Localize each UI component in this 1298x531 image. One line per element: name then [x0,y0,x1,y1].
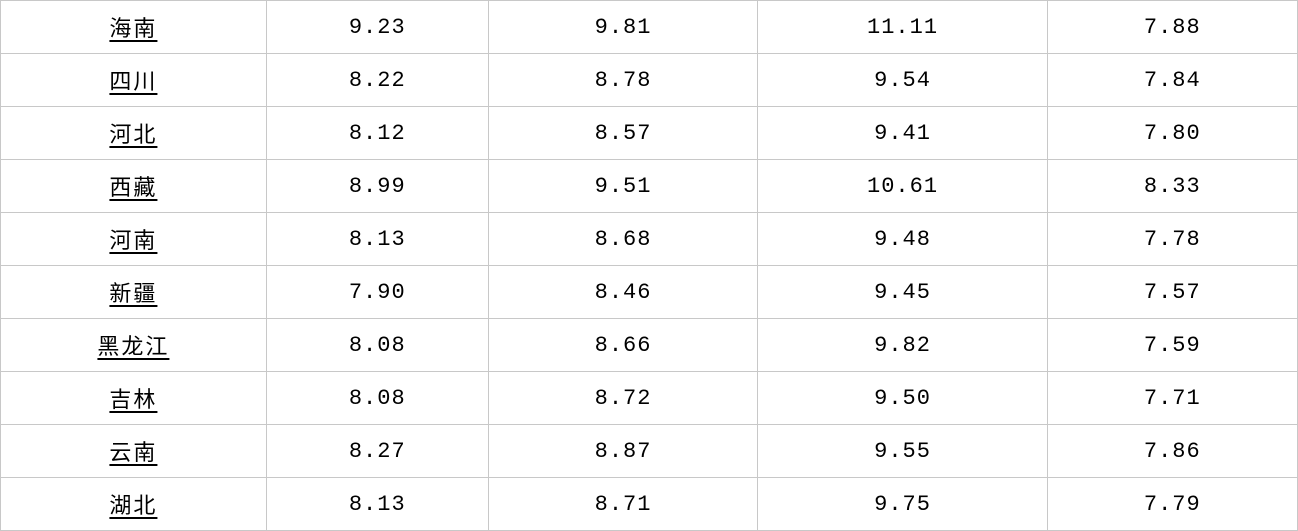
value-cell: 9.82 [758,319,1047,372]
table-row: 海南 9.23 9.81 11.11 7.88 [1,1,1298,54]
table-row: 河北 8.12 8.57 9.41 7.80 [1,107,1298,160]
value-cell: 9.55 [758,425,1047,478]
value-cell: 7.57 [1047,266,1297,319]
province-link[interactable]: 吉林 [109,387,157,412]
table-row: 河南 8.13 8.68 9.48 7.78 [1,213,1298,266]
province-cell[interactable]: 湖北 [1,478,267,531]
province-link[interactable]: 黑龙江 [97,334,169,359]
value-cell: 11.11 [758,1,1047,54]
value-cell: 7.71 [1047,372,1297,425]
value-cell: 9.54 [758,54,1047,107]
value-cell: 8.13 [266,213,488,266]
value-cell: 9.51 [488,160,758,213]
value-cell: 9.50 [758,372,1047,425]
value-cell: 8.99 [266,160,488,213]
table-row: 黑龙江 8.08 8.66 9.82 7.59 [1,319,1298,372]
value-cell: 8.46 [488,266,758,319]
value-cell: 8.71 [488,478,758,531]
table-row: 新疆 7.90 8.46 9.45 7.57 [1,266,1298,319]
table-row: 西藏 8.99 9.51 10.61 8.33 [1,160,1298,213]
value-cell: 7.90 [266,266,488,319]
province-link[interactable]: 新疆 [109,281,157,306]
province-cell[interactable]: 新疆 [1,266,267,319]
value-cell: 7.88 [1047,1,1297,54]
province-cell[interactable]: 云南 [1,425,267,478]
province-cell[interactable]: 四川 [1,54,267,107]
value-cell: 8.12 [266,107,488,160]
value-cell: 8.72 [488,372,758,425]
value-cell: 8.33 [1047,160,1297,213]
value-cell: 8.66 [488,319,758,372]
value-cell: 7.80 [1047,107,1297,160]
province-link[interactable]: 云南 [109,440,157,465]
value-cell: 8.27 [266,425,488,478]
value-cell: 8.87 [488,425,758,478]
value-cell: 7.84 [1047,54,1297,107]
province-cell[interactable]: 西藏 [1,160,267,213]
table-row: 四川 8.22 8.78 9.54 7.84 [1,54,1298,107]
value-cell: 8.08 [266,372,488,425]
province-link[interactable]: 湖北 [109,493,157,518]
value-cell: 9.81 [488,1,758,54]
value-cell: 7.59 [1047,319,1297,372]
value-cell: 9.45 [758,266,1047,319]
value-cell: 9.48 [758,213,1047,266]
value-cell: 8.13 [266,478,488,531]
province-cell[interactable]: 河北 [1,107,267,160]
table-row: 吉林 8.08 8.72 9.50 7.71 [1,372,1298,425]
value-cell: 8.78 [488,54,758,107]
table-row: 云南 8.27 8.87 9.55 7.86 [1,425,1298,478]
province-link[interactable]: 西藏 [109,175,157,200]
value-cell: 7.78 [1047,213,1297,266]
province-cell[interactable]: 黑龙江 [1,319,267,372]
province-link[interactable]: 河南 [109,228,157,253]
province-link[interactable]: 四川 [109,69,157,94]
province-cell[interactable]: 吉林 [1,372,267,425]
province-link[interactable]: 海南 [109,16,157,41]
value-cell: 9.75 [758,478,1047,531]
value-cell: 7.79 [1047,478,1297,531]
value-cell: 10.61 [758,160,1047,213]
province-cell[interactable]: 海南 [1,1,267,54]
value-cell: 8.57 [488,107,758,160]
table-row: 湖北 8.13 8.71 9.75 7.79 [1,478,1298,531]
value-cell: 9.23 [266,1,488,54]
value-cell: 9.41 [758,107,1047,160]
value-cell: 8.22 [266,54,488,107]
province-cell[interactable]: 河南 [1,213,267,266]
province-link[interactable]: 河北 [109,122,157,147]
value-cell: 8.08 [266,319,488,372]
value-cell: 7.86 [1047,425,1297,478]
value-cell: 8.68 [488,213,758,266]
data-table: 海南 9.23 9.81 11.11 7.88 四川 8.22 8.78 9.5… [0,0,1298,531]
table-body: 海南 9.23 9.81 11.11 7.88 四川 8.22 8.78 9.5… [1,1,1298,531]
